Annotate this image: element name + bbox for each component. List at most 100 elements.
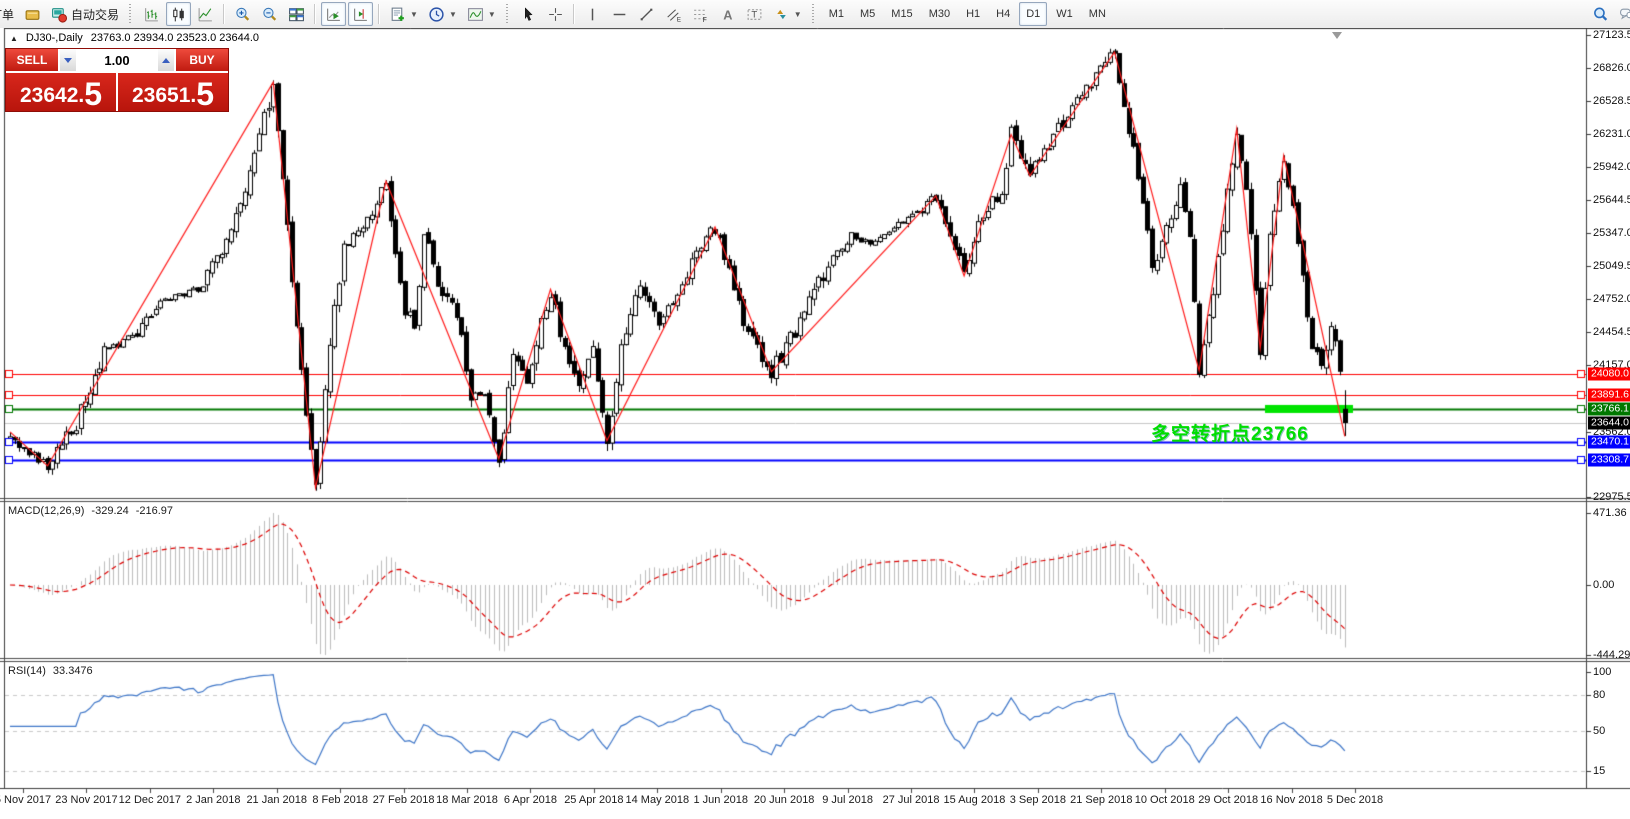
sell-button[interactable]: SELL (6, 49, 58, 71)
date-axis-label: 21 Jan 2018 (246, 794, 307, 806)
date-axis-label: 16 Nov 2018 (1260, 794, 1323, 806)
buy-button[interactable]: BUY (176, 49, 228, 71)
timeframe-m1[interactable]: M1 (822, 2, 851, 26)
trendline-icon (638, 6, 655, 23)
trendline-button[interactable] (634, 2, 659, 26)
fibonacci-button[interactable]: F (688, 2, 713, 26)
chart-shift-icon (352, 6, 369, 23)
macd-axis-zero: 0.00 (1593, 579, 1615, 591)
tile-windows-button[interactable] (284, 2, 309, 26)
price-axis-tick: 27123.5 (1593, 29, 1630, 41)
arrow-up-icon (162, 57, 170, 63)
channel-icon: E (665, 6, 682, 23)
auto-scroll-button[interactable] (321, 2, 347, 26)
timeframe-h1[interactable]: H1 (959, 2, 987, 26)
chevron-down-icon: ▼ (448, 9, 457, 19)
zoom-out-button[interactable] (257, 2, 282, 26)
orders-button[interactable]: 订单 (0, 2, 18, 26)
rsi-axis-tick: 80 (1593, 689, 1606, 702)
toolbar-drag-handle (811, 4, 816, 24)
buy-price[interactable]: 23651. 5 (118, 73, 228, 111)
bar-chart-button[interactable] (139, 2, 164, 26)
price-axis-tick: 25644.5 (1593, 193, 1630, 206)
zoom-in-button[interactable] (230, 2, 255, 26)
ticket-button[interactable] (20, 2, 45, 26)
date-axis-label: 20 Jun 2018 (753, 794, 815, 806)
arrows-button[interactable]: ▼ (769, 2, 806, 26)
date-axis-label: 25 Apr 2018 (564, 794, 624, 806)
price-level-tag: 23766.1 (1588, 402, 1630, 416)
arrow-down-icon (64, 57, 72, 63)
date-axis-label: 27 Feb 2018 (372, 794, 435, 806)
toolbar-separator (572, 4, 575, 24)
macd-axis-max: 471.36 (1593, 507, 1627, 519)
cursor-button[interactable] (516, 2, 541, 26)
date-axis-label: 12 Dec 2017 (118, 794, 182, 806)
orders-button-label: 订单 (0, 7, 15, 22)
timeframe-m15[interactable]: M15 (884, 2, 919, 26)
price-level-tag: 24080.0 (1588, 367, 1630, 381)
autotrade-button[interactable]: 自动交易 (47, 2, 123, 26)
autotrade-button-label: 自动交易 (71, 7, 120, 22)
macd-main-value: -329.24 (91, 505, 129, 517)
new-chart-button[interactable]: ▼ (385, 2, 422, 26)
volume-decrease-button[interactable] (60, 49, 76, 71)
chart-symbol-period: DJ30-,Daily (25, 32, 83, 44)
sell-price[interactable]: 23642. 5 (6, 73, 116, 111)
text-label-button[interactable]: T (742, 2, 767, 26)
vertical-line-button[interactable] (580, 2, 605, 26)
template-button[interactable]: ▼ (463, 2, 500, 26)
date-axis-label: 3 Sep 2018 (1009, 794, 1067, 806)
volume-input[interactable]: 1.00 (78, 49, 156, 71)
collapse-triangle-icon[interactable]: ▲ (10, 33, 18, 43)
date-axis-label: 5 Dec 2018 (1326, 794, 1384, 806)
crosshair-button[interactable] (543, 2, 568, 26)
channel-button[interactable]: E (661, 2, 686, 26)
periodicity-button[interactable]: ▼ (424, 2, 461, 26)
svg-text:T: T (751, 9, 757, 20)
date-axis-label: 27 Jul 2018 (882, 794, 940, 806)
date-axis-label: 5 Nov 2017 (0, 794, 52, 806)
price-axis-tick: 26231.0 (1593, 128, 1630, 141)
line-chart-icon (197, 6, 214, 23)
macd-name: MACD(12,26,9) (8, 505, 85, 517)
cursor-icon (520, 6, 537, 23)
search-button[interactable] (1588, 2, 1613, 26)
line-chart-button[interactable] (193, 2, 218, 26)
price-axis-tick: 25942.0 (1593, 160, 1630, 173)
chart-window: ▲ DJ30-,Daily 23763.0 23934.0 23523.0 23… (0, 28, 1630, 819)
community-button[interactable] (1615, 2, 1630, 26)
rsi-value: 33.3476 (52, 665, 93, 677)
toolbar-separator (378, 4, 381, 24)
rsi-axis-tick: 100 (1593, 666, 1612, 678)
timeframe-w1[interactable]: W1 (1049, 2, 1080, 26)
text-label-icon: T (746, 6, 763, 23)
toolbar-separator (223, 4, 226, 24)
timeframe-m30[interactable]: M30 (922, 2, 957, 26)
candlestick-chart-button[interactable] (166, 2, 192, 26)
price-axis-tick: 24752.0 (1593, 293, 1630, 306)
date-axis-label: 18 Mar 2018 (436, 794, 498, 806)
price-axis-tick: 26528.5 (1593, 95, 1630, 108)
date-axis-label: 8 Feb 2018 (312, 794, 368, 806)
price-axis-tick: 25049.5 (1593, 260, 1630, 272)
date-axis-label: 23 Nov 2017 (55, 794, 118, 806)
zoom-out-icon (261, 6, 278, 23)
new-chart-icon (389, 6, 406, 23)
timeframe-d1[interactable]: D1 (1019, 2, 1048, 26)
timeframe-h4[interactable]: H4 (989, 2, 1017, 26)
date-axis-label: 2 Jan 2018 (186, 794, 241, 806)
chart-shift-marker-icon[interactable] (1332, 32, 1342, 39)
volume-increase-button[interactable] (158, 49, 174, 71)
price-axis-tick: 22975.5 (1593, 491, 1630, 503)
rsi-indicator-label: RSI(14) 33.3476 (8, 665, 93, 677)
macd-axis-min: -444.29 (1593, 649, 1630, 661)
horizontal-line-button[interactable] (607, 2, 632, 26)
text-button[interactable]: A (715, 2, 740, 26)
autotrade-icon (51, 6, 68, 23)
chart-shift-button[interactable] (348, 2, 374, 26)
timeframe-mn[interactable]: MN (1082, 2, 1113, 26)
price-chart-canvas[interactable] (0, 28, 1630, 819)
timeframe-m5[interactable]: M5 (853, 2, 882, 26)
date-axis-label: 1 Jun 2018 (693, 794, 748, 806)
